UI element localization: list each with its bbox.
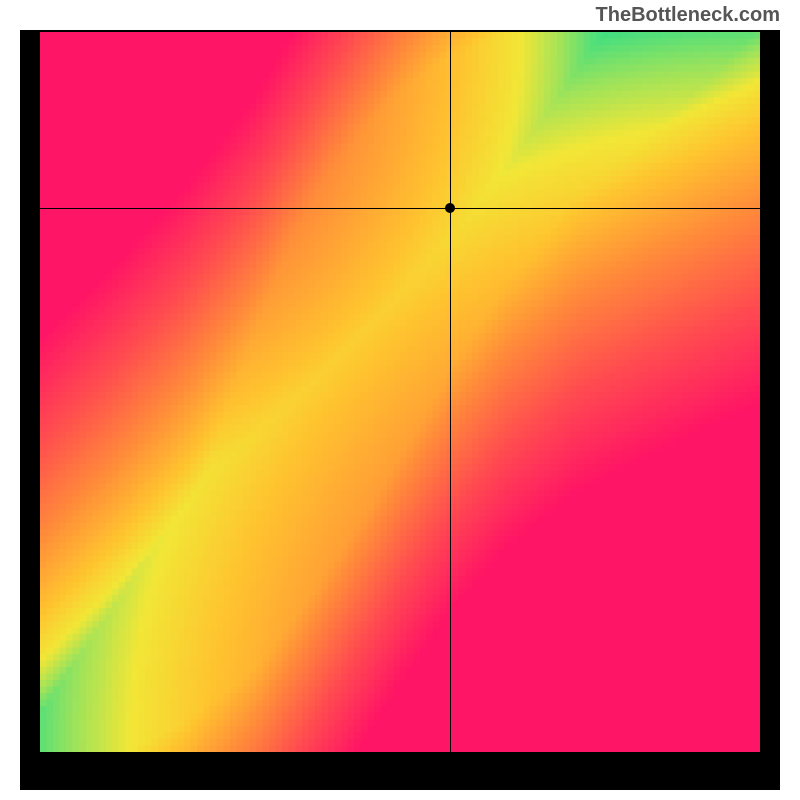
crosshair-vertical [450,32,451,752]
chart-frame [20,30,780,790]
selection-marker-dot [445,203,455,213]
bottleneck-heatmap [40,32,760,752]
crosshair-horizontal [40,208,760,209]
chart-plot-area [40,32,760,752]
watermark-text: TheBottleneck.com [596,4,780,27]
